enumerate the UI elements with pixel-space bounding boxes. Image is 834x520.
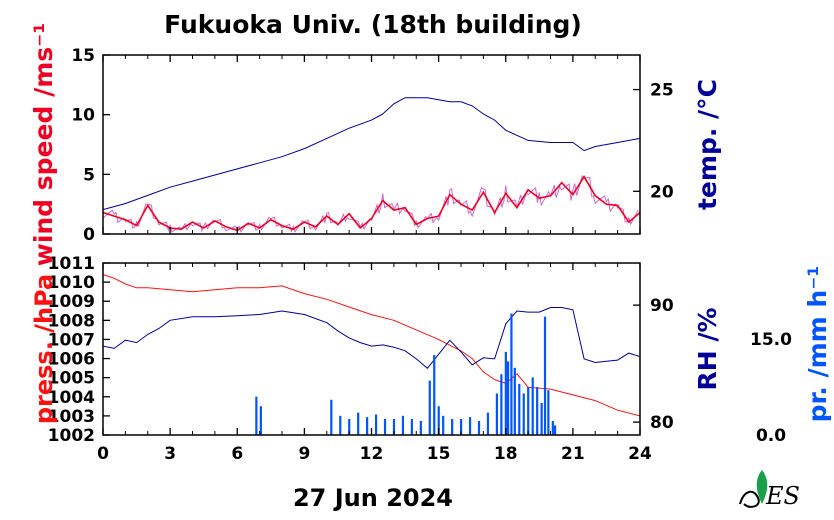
precip-bar [433, 355, 436, 435]
chart-title: Fukuoka Univ. (18th building) [164, 10, 582, 39]
x-tick-label: 9 [298, 444, 310, 464]
left-tick-label: 1007 [48, 330, 95, 350]
right-tick-label: 90 [650, 296, 674, 316]
right-tick-label: 25 [650, 81, 674, 101]
right-tick-label: 80 [650, 413, 674, 433]
x-tick-label: 15 [427, 444, 451, 464]
precip-bar [500, 374, 503, 435]
left-tick-label: 5 [83, 165, 95, 185]
precip-bar [428, 380, 431, 435]
precip-bar [451, 419, 454, 435]
left-tick-label: 10 [71, 106, 95, 126]
precip-bar [543, 316, 547, 435]
left-tick-label: 1008 [48, 311, 95, 331]
temperature-axis-title: temp. /°C [693, 79, 722, 210]
left-tick-label: 1005 [48, 369, 95, 389]
precip-bar [495, 393, 498, 435]
precip-bar [468, 417, 472, 435]
precip-bar [255, 396, 258, 435]
pressure-line [102, 274, 641, 417]
precip-bar [357, 412, 360, 435]
wind-speed-line [102, 175, 641, 232]
precip-tick-label: 0.0 [756, 426, 786, 446]
precip-bar [460, 419, 463, 435]
humidity-line [102, 307, 641, 370]
x-tick-label: 18 [494, 444, 518, 464]
left-tick-label: 1011 [48, 254, 95, 274]
x-tick-label: 12 [360, 444, 384, 464]
precip-tick-label: 15.0 [750, 330, 792, 350]
logo-letters: ES [765, 482, 800, 510]
precip-bar [540, 403, 543, 435]
precip-bar [383, 419, 387, 435]
precip-bar [522, 393, 525, 435]
precip-bar [437, 406, 440, 435]
humidity-axis-title: RH /% [693, 307, 722, 390]
precip-bar [551, 420, 554, 435]
logo-leaf [756, 470, 768, 504]
plot-frame [102, 54, 641, 235]
date-label: 27 Jun 2024 [293, 484, 453, 512]
lower-panel: 0 3 6 9 12 15 18 21 2410021003100410051006100710… [48, 254, 792, 464]
precip-bar [259, 406, 262, 435]
precip-bar [513, 367, 516, 435]
logo-swoosh [739, 490, 760, 508]
x-tick-label: 0 [97, 444, 109, 464]
precip-bar [374, 414, 378, 435]
x-tick-label: 24 [628, 444, 652, 464]
precip-bar [510, 313, 513, 435]
precip-bar [419, 420, 422, 435]
precip-bar [392, 419, 396, 435]
precip-bar [366, 417, 369, 435]
precip-bar [410, 419, 413, 435]
precip-bar [553, 425, 557, 435]
precip-bar [536, 387, 539, 435]
x-tick-label: 3 [164, 444, 176, 464]
wind-raw-line [102, 174, 639, 234]
precip-bar [477, 420, 481, 435]
plot-frame [102, 262, 641, 436]
left-tick-label: 1002 [48, 426, 95, 446]
precip-bar [531, 377, 534, 435]
precip-bar [486, 412, 490, 435]
left-tick-label: 1003 [48, 407, 95, 427]
left-tick-label: 0 [83, 225, 95, 245]
precip-bar [348, 419, 351, 435]
left-tick-label: 1006 [48, 350, 95, 370]
precip-bar [527, 387, 530, 435]
axis-labels: wind speed /ms⁻¹ temp. /°C press. /hPa RH /… [29, 23, 832, 424]
right-tick-label: 20 [650, 182, 674, 202]
mes-logo: ES [739, 470, 800, 510]
precip-bar [401, 415, 405, 435]
temperature-line [102, 97, 641, 211]
precip-bar [339, 415, 342, 435]
left-tick-label: 1009 [48, 292, 95, 312]
x-tick-label: 21 [561, 444, 585, 464]
x-tick-label: 6 [231, 444, 243, 464]
precip-bar [506, 361, 510, 435]
precip-axis-title: pr. /mm h⁻¹ [803, 266, 832, 423]
left-tick-label: 15 [71, 46, 95, 66]
pressure-axis-title: press. /hPa [30, 274, 58, 424]
precip-bar [442, 415, 445, 435]
wind-axis-title: wind speed /ms⁻¹ [29, 23, 58, 267]
left-tick-label: 1004 [48, 388, 95, 408]
left-tick-label: 1010 [48, 273, 95, 293]
precip-bar [504, 351, 507, 435]
upper-panel: 0 5 10 15 20 25 [71, 46, 674, 245]
precip-bar [330, 399, 333, 435]
precip-bar [518, 383, 521, 435]
precip-bar [547, 390, 550, 435]
